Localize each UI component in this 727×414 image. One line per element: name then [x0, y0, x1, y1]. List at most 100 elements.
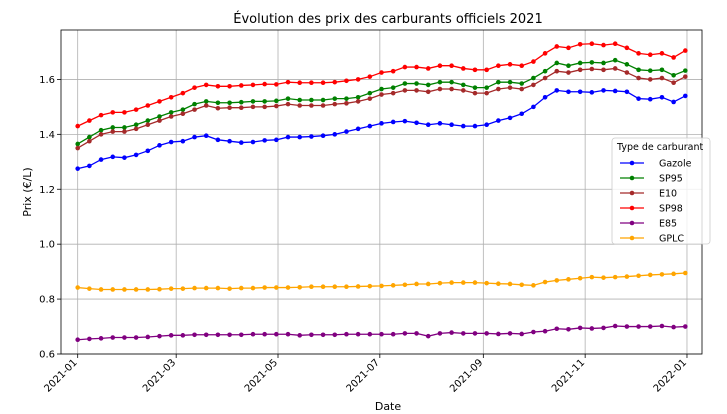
data-point-gplc: [414, 281, 419, 287]
data-point-gazole: [507, 115, 513, 121]
data-point-sp98: [484, 67, 489, 73]
data-point-sp98: [145, 103, 151, 108]
data-point-gazole: [414, 120, 419, 126]
data-point-gazole: [297, 134, 303, 140]
data-point-e10: [110, 129, 116, 134]
data-point-gazole: [285, 134, 291, 140]
data-point-sp95: [168, 110, 174, 115]
data-point-gplc: [355, 284, 361, 289]
data-point-e85: [390, 331, 396, 337]
data-point-e10: [601, 67, 606, 73]
chart-title: Évolution des prix des carburants offici…: [233, 11, 542, 27]
data-point-gplc: [110, 287, 116, 292]
grid: [61, 30, 702, 355]
data-point-gazole: [601, 88, 606, 93]
data-point-e85: [355, 331, 361, 337]
data-point-gplc: [180, 286, 186, 291]
data-point-sp98: [659, 51, 665, 56]
legend-marker-sp98: [629, 205, 635, 211]
data-point-e10: [542, 75, 548, 81]
legend-label-gazole: Gazole: [659, 158, 692, 169]
data-point-gplc: [227, 286, 232, 291]
data-point-e85: [601, 325, 606, 331]
data-point-sp98: [437, 63, 443, 68]
data-point-e10: [250, 104, 256, 110]
data-point-gplc: [636, 273, 641, 279]
data-point-gazole: [98, 157, 104, 162]
data-point-sp98: [519, 63, 525, 68]
data-point-e10: [320, 103, 326, 108]
legend-marker-e85: [629, 220, 635, 226]
data-point-e10: [238, 105, 244, 111]
data-point-gazole: [589, 90, 595, 95]
series-e10: [75, 66, 688, 151]
data-point-e85: [133, 335, 139, 340]
data-point-e10: [449, 86, 454, 92]
series-line-e10: [77, 67, 686, 149]
legend-marker-sp95: [629, 175, 635, 181]
data-point-e10: [203, 103, 209, 108]
data-point-gazole: [215, 137, 221, 143]
data-point-sp98: [636, 51, 641, 56]
data-point-sp95: [507, 79, 513, 85]
data-point-gplc: [192, 285, 197, 291]
data-point-sp95: [75, 141, 80, 147]
data-point-gazole: [636, 96, 641, 101]
data-point-sp98: [87, 118, 92, 123]
data-point-e85: [636, 324, 641, 329]
data-point-sp95: [484, 85, 489, 90]
data-point-gazole: [624, 89, 630, 95]
data-point-gplc: [203, 285, 209, 291]
data-point-e10: [519, 86, 525, 92]
data-point-gplc: [122, 287, 127, 292]
data-point-e10: [425, 89, 431, 95]
data-point-sp95: [157, 114, 162, 119]
legend: Type de carburant Gazole SP95 E10 SP98 E85 GP…: [611, 137, 711, 245]
data-point-sp98: [449, 63, 454, 68]
data-point-gazole: [332, 132, 338, 137]
data-point-gplc: [390, 283, 396, 288]
data-point-gazole: [367, 123, 373, 129]
data-point-gplc: [320, 284, 326, 290]
data-point-sp98: [379, 70, 384, 75]
data-point-e85: [145, 334, 151, 340]
data-point-sp95: [344, 96, 349, 101]
data-point-gazole: [168, 139, 174, 145]
data-point-gplc: [601, 275, 606, 280]
data-point-e10: [484, 90, 489, 96]
data-point-e85: [192, 332, 197, 338]
data-point-sp98: [180, 90, 186, 96]
data-point-sp95: [472, 85, 478, 90]
series-sp95: [75, 57, 688, 147]
data-point-sp98: [507, 62, 513, 67]
data-point-sp95: [297, 97, 303, 103]
data-point-sp95: [460, 82, 466, 88]
data-point-e85: [238, 332, 244, 338]
data-point-gplc: [344, 284, 349, 290]
series-layer: [75, 41, 688, 343]
data-point-sp95: [437, 79, 443, 85]
x-tick-label: 2021-11: [550, 357, 587, 394]
data-point-e10: [192, 107, 197, 112]
data-point-sp98: [355, 77, 361, 82]
legend-label-sp95: SP95: [659, 173, 683, 184]
data-point-e85: [157, 333, 162, 339]
data-point-gplc: [460, 280, 466, 285]
data-point-gazole: [496, 118, 501, 123]
data-point-sp98: [168, 94, 174, 100]
legend-item-e10: E10: [620, 188, 677, 199]
y-tick-label: 0.6: [39, 350, 55, 361]
data-point-gazole: [250, 139, 256, 145]
data-point-gazole: [531, 104, 536, 110]
legend-label-e10: E10: [659, 188, 677, 199]
data-point-e10: [332, 101, 338, 107]
data-point-sp95: [122, 125, 127, 130]
data-point-gazole: [659, 94, 665, 100]
data-point-gplc: [577, 275, 583, 281]
data-point-e10: [168, 114, 174, 119]
y-tick-label: 0.8: [39, 295, 55, 306]
legend-marker-gazole: [629, 160, 635, 166]
data-point-e10: [367, 96, 373, 101]
data-point-gazole: [554, 88, 560, 93]
data-point-e10: [531, 82, 536, 88]
